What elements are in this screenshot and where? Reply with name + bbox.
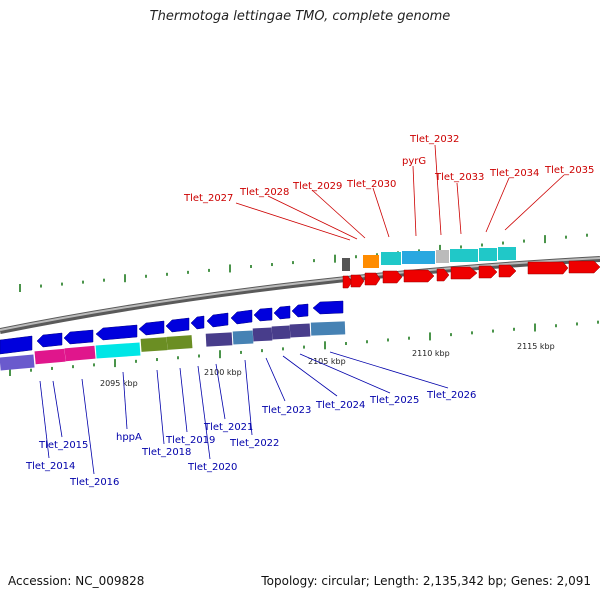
gene-arrow [498, 264, 517, 278]
gene-label[interactable]: Tlet_2032 [409, 134, 459, 145]
gene-arrow [450, 266, 478, 280]
feature-box [363, 255, 379, 268]
feature-box [310, 321, 346, 336]
gene-label[interactable]: Tlet_2030 [346, 179, 396, 190]
feature-box [64, 345, 96, 362]
gene-arrow [95, 324, 138, 341]
feature-box [205, 332, 233, 347]
gene-label[interactable]: Tlet_2020 [187, 462, 237, 473]
upper-gene-labels: Tlet_2027 Tlet_2028 Tlet_2029 Tlet_2030 … [183, 134, 594, 241]
gene-arrow [36, 332, 63, 348]
gene-arrow [436, 268, 450, 282]
gene-label[interactable]: Tlet_2018 [141, 447, 191, 458]
gene-arrow [312, 300, 344, 315]
feature-box [342, 258, 350, 271]
feature-box [0, 354, 35, 371]
feature-box [232, 330, 254, 345]
forward-genes [342, 247, 600, 289]
feature-box [34, 348, 66, 365]
scale-label-2115: 2115 kbp [517, 342, 555, 351]
gene-arrow [138, 320, 165, 336]
gene-arrow [364, 272, 381, 286]
gene-arrow [403, 269, 435, 283]
lower-gene-labels: Tlet_2014 Tlet_2015 Tlet_2016 hppA Tlet_… [25, 351, 476, 488]
scale-label-2095: 2095 kbp [100, 379, 138, 388]
scale-labels: 2095 kbp 2100 kbp 2105 kbp 2110 kbp 2115… [100, 342, 555, 388]
reverse-genes [0, 300, 346, 371]
gene-label[interactable]: Tlet_2024 [315, 400, 365, 411]
feature-box [498, 247, 516, 260]
scale-label-2110: 2110 kbp [412, 349, 450, 358]
feature-box [252, 327, 273, 342]
gene-arrow [230, 309, 253, 325]
gene-arrow [527, 261, 569, 275]
gene-label[interactable]: Tlet_2034 [489, 168, 539, 179]
gene-arrow [342, 275, 353, 289]
gene-label[interactable]: Tlet_2035 [544, 165, 594, 176]
gene-arrow [382, 270, 403, 284]
gene-arrow [253, 307, 273, 322]
feature-box [402, 251, 435, 264]
scale-label-2105: 2105 kbp [308, 357, 346, 366]
gene-arrow [0, 335, 33, 355]
gene-arrow [190, 315, 205, 330]
feature-track-lower [0, 321, 346, 371]
gene-label[interactable]: hppA [116, 432, 142, 443]
gene-label[interactable]: Tlet_2019 [165, 435, 215, 446]
gene-label[interactable]: Tlet_2029 [292, 181, 342, 192]
feature-box [289, 323, 311, 338]
gene-arrow [291, 303, 309, 318]
gene-label[interactable]: Tlet_2022 [229, 438, 279, 449]
feature-track-upper [342, 247, 516, 271]
map-title: Thermotoga lettingae TMO, complete genom… [149, 9, 451, 24]
accession-text: Accession: NC_009828 [8, 574, 145, 588]
gene-arrow [63, 329, 94, 345]
scale-label-2100: 2100 kbp [204, 368, 242, 377]
gene-label[interactable]: Tlet_2025 [369, 395, 419, 406]
gene-arrow [165, 317, 190, 333]
gene-label[interactable]: Tlet_2026 [426, 390, 476, 401]
topology-text: Topology: circular; Length: 2,135,342 bp… [261, 574, 591, 588]
feature-box [95, 342, 141, 359]
feature-box [450, 249, 478, 262]
gene-arrow [273, 305, 291, 320]
gene-arrow [350, 274, 365, 288]
gene-label[interactable]: pyrG [402, 156, 426, 167]
genome-backbone [0, 256, 600, 334]
feature-box [166, 335, 193, 350]
gene-label[interactable]: Tlet_2028 [239, 187, 289, 198]
gene-label[interactable]: Tlet_2023 [261, 405, 311, 416]
gene-label[interactable]: Tlet_2021 [203, 422, 253, 433]
gene-label[interactable]: Tlet_2033 [434, 172, 484, 183]
feature-box [479, 248, 497, 261]
gene-arrow [568, 260, 600, 274]
feature-box [381, 252, 401, 265]
feature-box [436, 250, 449, 263]
gene-label[interactable]: Tlet_2016 [69, 477, 119, 488]
gene-label[interactable]: Tlet_2015 [38, 440, 88, 451]
feature-box [140, 337, 168, 352]
gene-arrow [478, 265, 498, 279]
gene-label[interactable]: Tlet_2014 [25, 461, 75, 472]
gene-label[interactable]: Tlet_2027 [183, 193, 233, 204]
gene-arrow [206, 312, 229, 328]
feature-box [271, 325, 291, 340]
